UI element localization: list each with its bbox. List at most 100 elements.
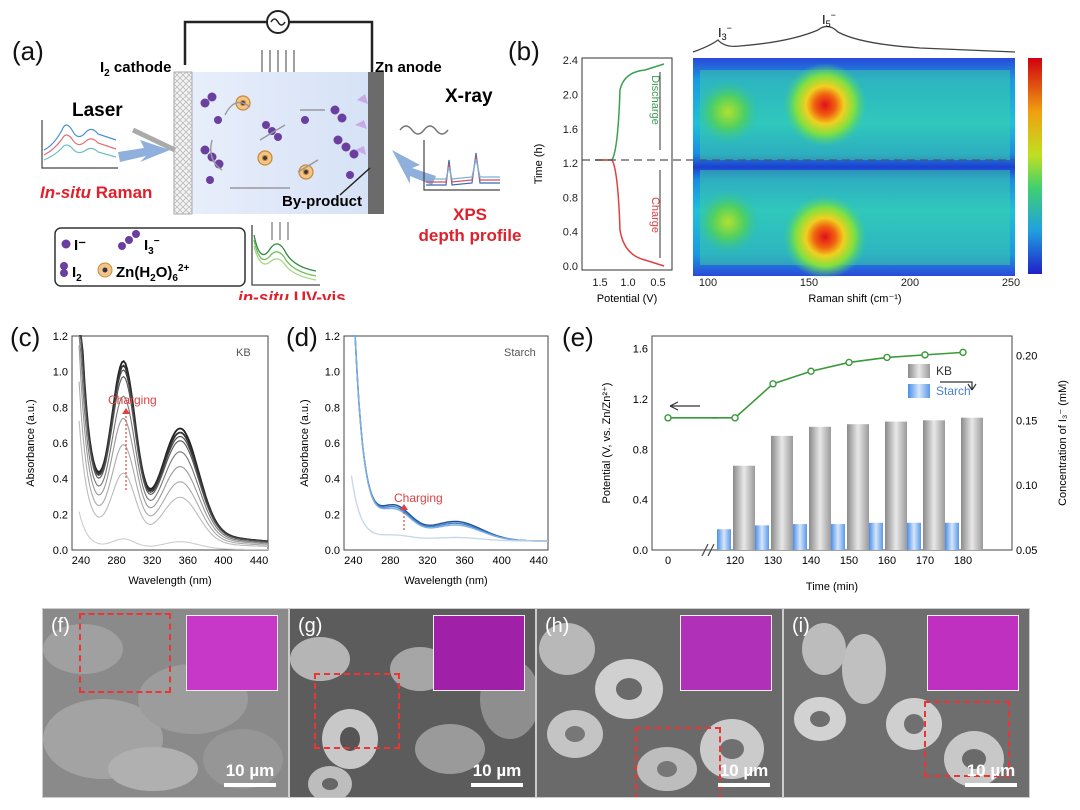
sem-label-g: (g) (298, 615, 323, 637)
starch-y-tick-label: 0.6 (325, 438, 340, 450)
laser-label: Laser (72, 100, 123, 121)
raman-label: In-situ Raman (40, 183, 152, 202)
potential-tick-label: 1.5 (592, 277, 607, 289)
raman-mini-plot (41, 120, 118, 169)
e-x-axis-title: Time (min) (806, 581, 858, 593)
kb-y-axis-title: Absorbance (a.u.) (25, 399, 37, 486)
kb-x-tick-label: 320 (143, 555, 161, 567)
scale-text-h: 10 µm (719, 761, 769, 780)
colorbar (1028, 58, 1042, 274)
kb-charging-label: Charging (108, 393, 157, 407)
starch-x-tick-label: 400 (492, 555, 510, 567)
uvvis-label: in-situ UV-vis (238, 288, 346, 300)
eds-map-inset (927, 615, 1019, 691)
potential-tick-labels: 1.5 1.0 0.5 (592, 277, 665, 289)
time-tick-label: 2.4 (563, 55, 578, 67)
e-left-axis-title: Potential (V, vs. Zn/Zn²⁺) (601, 383, 613, 504)
kb-y-tick-label: 0.6 (53, 438, 68, 450)
time-tick-label: 1.6 (563, 124, 578, 136)
kb-y-tick-label: 0.0 (53, 545, 68, 557)
panel-a: (a) (0, 0, 530, 307)
summed-raman-spectrum (692, 25, 1016, 53)
time-tick-label: 0.8 (563, 192, 578, 204)
kb-spectrum-line (79, 335, 269, 543)
starch-y-tick-label: 0.0 (325, 545, 340, 557)
starch-x-tick-labels: 240 280 320 360 400 440 (344, 555, 548, 567)
starch-y-tick-label: 0.4 (325, 474, 340, 486)
time-tick-label: 0.0 (563, 261, 578, 273)
xray-label: X-ray (445, 86, 493, 107)
reaction-arrows (210, 101, 325, 189)
sem-label-f: (f) (51, 615, 70, 637)
raman-tick-labels: 100 150 200 250 (699, 277, 1020, 289)
peak-triiodide-label: I3− (718, 23, 732, 42)
e-x-tick-label: 120 (726, 555, 744, 567)
panel-b: (b) (500, 0, 1080, 310)
e-x-tick-label: 130 (764, 555, 782, 567)
potential-point (807, 367, 815, 375)
potential-point (731, 414, 739, 422)
starch-bar (793, 524, 807, 550)
starch-x-tick-label: 240 (344, 555, 362, 567)
legend-kb: KB (936, 364, 952, 378)
kb-y-tick-label: 0.8 (53, 402, 68, 414)
anode-plate (368, 72, 384, 214)
legend-iodide: I⁻ (74, 237, 86, 254)
panel-b-label: (b) (508, 36, 540, 66)
kb-bar (771, 435, 793, 550)
laser-beam (131, 127, 177, 153)
e-x-tick-label: 140 (802, 555, 820, 567)
kb-bar (923, 420, 945, 550)
starch-spectra (350, 335, 549, 542)
right-axis-arrow-icon (940, 381, 977, 391)
starch-x-tick-label: 320 (418, 555, 436, 567)
potential-point (769, 380, 777, 388)
starch-x-tick-label: 280 (381, 555, 399, 567)
potential-point (845, 358, 853, 367)
e-right-tick-labels: 0.05 0.10 0.15 0.20 (1016, 350, 1037, 557)
legend-iodine: I2 (72, 264, 82, 284)
kb-spectrum-line (78, 511, 268, 551)
kb-y-tick-labels: 0.0 0.2 0.4 0.6 0.8 1.0 1.2 (53, 331, 68, 557)
starch-bar (755, 525, 769, 550)
e-left-tick-label: 0.4 (633, 495, 648, 507)
e-left-tick-label: 1.2 (633, 394, 648, 406)
kb-spectrum-line (78, 345, 269, 545)
panel-d: (d) 240 280 320 360 400 440 0.0 0.2 0.4 0.6 0.8 1.… (276, 320, 556, 590)
starch-y-tick-label: 1.0 (325, 367, 340, 379)
time-axis-title: Time (h) (533, 144, 545, 185)
starch-y-tick-label: 1.2 (325, 331, 340, 343)
e-left-tick-label: 0.8 (633, 444, 648, 456)
potential-point (959, 348, 967, 357)
kb-x-tick-label: 360 (179, 555, 197, 567)
kb-bar (847, 424, 869, 550)
sem-panel-g: (g) 10 µm (289, 608, 536, 798)
kb-spectrum-line (78, 381, 269, 546)
anode-label: Zn anode (375, 59, 442, 76)
legend-starch: Starch (936, 384, 971, 398)
iodine-molecules (200, 92, 359, 184)
starch-y-tick-label: 0.8 (325, 402, 340, 414)
byproduct-pointer (339, 167, 371, 196)
kb-spectra (78, 335, 269, 551)
e-x-tick-label: 150 (840, 555, 858, 567)
raman-tick-label: 100 (699, 277, 717, 289)
axis-break-icon (701, 543, 715, 557)
panel-a-label: (a) (12, 36, 44, 66)
scale-bar-h: 10 µm (718, 761, 770, 787)
kb-x-tick-label: 240 (72, 555, 90, 567)
eds-map-inset (186, 615, 278, 691)
starch-bar (831, 524, 845, 550)
sem-image-h (537, 609, 782, 797)
sem-image-g (290, 609, 535, 797)
kb-bar (961, 417, 983, 550)
heatmap-hotspot-discharge (783, 63, 867, 147)
starch-bar (717, 529, 731, 550)
kb-bar (885, 421, 907, 550)
starch-x-tick-label: 440 (530, 555, 548, 567)
uvvis-mini-plot (251, 225, 320, 286)
kb-y-tick-label: 1.0 (53, 367, 68, 379)
starch-y-tick-labels: 0.0 0.2 0.4 0.6 0.8 1.0 1.2 (325, 331, 340, 557)
kb-x-tick-label: 280 (107, 555, 125, 567)
scale-bar-g: 10 µm (471, 761, 523, 787)
